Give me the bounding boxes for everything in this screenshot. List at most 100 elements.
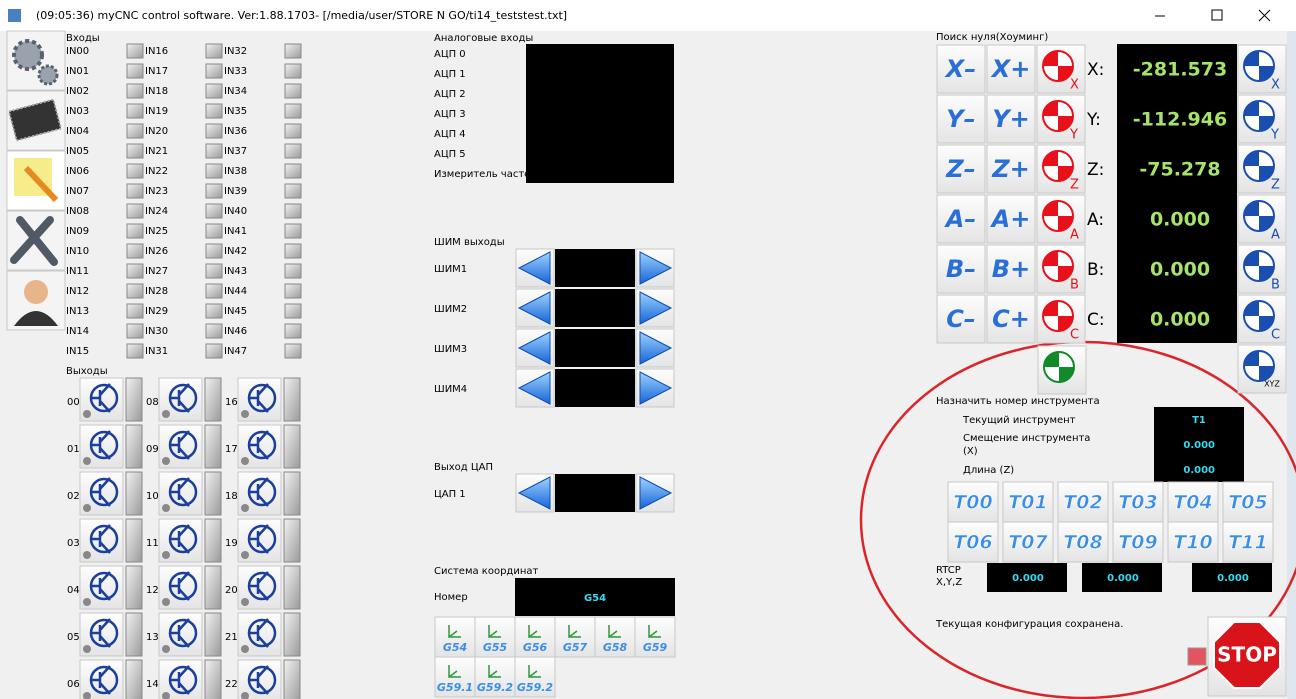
jog-button[interactable]	[986, 44, 1036, 94]
input-indicator	[284, 323, 302, 339]
output-indicator	[283, 612, 301, 657]
transistor-icon	[90, 571, 111, 601]
jog-button[interactable]	[986, 294, 1036, 344]
input-label: IN23	[145, 186, 168, 197]
tool-button-label: T07	[1008, 532, 1048, 554]
pwm-title: ШИМ выходы	[434, 237, 505, 248]
input-label: IN31	[145, 346, 168, 357]
tool-button[interactable]	[1002, 521, 1054, 563]
input-label: IN47	[224, 346, 247, 357]
output-led	[241, 692, 249, 699]
jog-button[interactable]	[936, 44, 986, 94]
rtcp-display	[1082, 563, 1162, 592]
jog-button[interactable]	[936, 194, 986, 244]
input-indicator	[126, 203, 144, 219]
output-led	[241, 551, 249, 559]
tool-button[interactable]	[1112, 521, 1164, 563]
axes-icon	[648, 625, 661, 638]
input-label: IN42	[224, 246, 247, 257]
transistor-icon	[90, 665, 111, 695]
output-indicator	[125, 565, 143, 610]
tool-button[interactable]	[1112, 481, 1164, 523]
dac-display	[555, 474, 635, 512]
output-label: 18	[225, 491, 238, 502]
axes-icon	[568, 625, 581, 638]
coord-button-label: G59.2	[477, 681, 514, 694]
home-icon	[1043, 101, 1073, 131]
jog-button[interactable]	[936, 94, 986, 144]
axis-value: -281.573	[1133, 59, 1227, 81]
tool-button[interactable]	[1222, 481, 1274, 523]
rtcp-label: X,Y,Z	[936, 577, 962, 588]
input-indicator	[284, 123, 302, 139]
input-label: IN13	[66, 306, 89, 317]
input-indicator	[284, 263, 302, 279]
close-button[interactable]	[1258, 9, 1271, 22]
input-indicator	[284, 83, 302, 99]
home-icon	[1044, 352, 1074, 382]
tools-icon	[10, 216, 58, 266]
axis-label: A:	[1087, 210, 1104, 230]
input-label: IN05	[66, 146, 89, 157]
input-label: IN34	[224, 86, 247, 97]
coords-title: Система координат	[434, 566, 539, 577]
input-indicator	[126, 323, 144, 339]
input-label: IN14	[66, 326, 89, 337]
jog-button[interactable]	[936, 294, 986, 344]
jog-button[interactable]	[986, 194, 1036, 244]
tool-button[interactable]	[1057, 521, 1109, 563]
output-led	[83, 645, 91, 653]
output-led	[241, 504, 249, 512]
input-label: IN38	[224, 166, 247, 177]
output-label: 20	[225, 585, 238, 596]
jog-label: B–	[946, 255, 976, 283]
home-axis-letter: X	[1070, 78, 1079, 93]
tool-title: Назначить номер инструмента	[936, 396, 1100, 407]
position-display	[1117, 44, 1237, 343]
tool-button-label: T00	[953, 492, 992, 514]
axes-icon	[608, 625, 621, 638]
tool-button[interactable]	[947, 481, 999, 523]
home-icon	[1244, 301, 1274, 331]
tool-display	[1154, 407, 1244, 482]
input-label: IN19	[145, 106, 168, 117]
output-indicator	[204, 424, 222, 469]
user-head	[24, 280, 48, 304]
coord-button-label: G59	[643, 641, 668, 654]
input-indicator	[205, 203, 223, 219]
analog-label: АЦП 3	[434, 109, 466, 120]
input-indicator	[126, 163, 144, 179]
output-label: 04	[67, 585, 80, 596]
tool-button[interactable]	[1222, 521, 1274, 563]
tool-button[interactable]	[1167, 521, 1219, 563]
input-label: IN33	[224, 66, 247, 77]
tool-offset-label: (X)	[963, 446, 978, 457]
transistor-icon	[90, 524, 111, 554]
tool-button[interactable]	[947, 521, 999, 563]
tool-offset-label: Смещение инструмента	[963, 433, 1090, 444]
input-indicator	[284, 203, 302, 219]
jog-button[interactable]	[986, 94, 1036, 144]
axis-label: Y:	[1086, 110, 1101, 130]
output-label: 21	[225, 632, 238, 643]
arrow-left	[517, 371, 551, 405]
axes-icon	[448, 665, 461, 678]
maximize-button[interactable]	[1211, 9, 1223, 21]
input-label: IN37	[224, 146, 247, 157]
input-indicator	[205, 243, 223, 259]
jog-button[interactable]	[936, 144, 986, 194]
jog-button[interactable]	[986, 244, 1036, 294]
jog-button[interactable]	[986, 144, 1036, 194]
pwm-display	[555, 329, 635, 367]
dac-title: Выход ЦАП	[434, 462, 493, 473]
input-indicator	[205, 183, 223, 199]
output-indicator	[204, 471, 222, 516]
input-indicator	[126, 283, 144, 299]
input-indicator	[205, 43, 223, 59]
jog-button[interactable]	[936, 244, 986, 294]
output-indicator	[204, 377, 222, 422]
home-icon	[1043, 51, 1073, 81]
input-indicator	[205, 143, 223, 159]
output-led	[162, 692, 170, 699]
analog-display	[526, 44, 674, 183]
